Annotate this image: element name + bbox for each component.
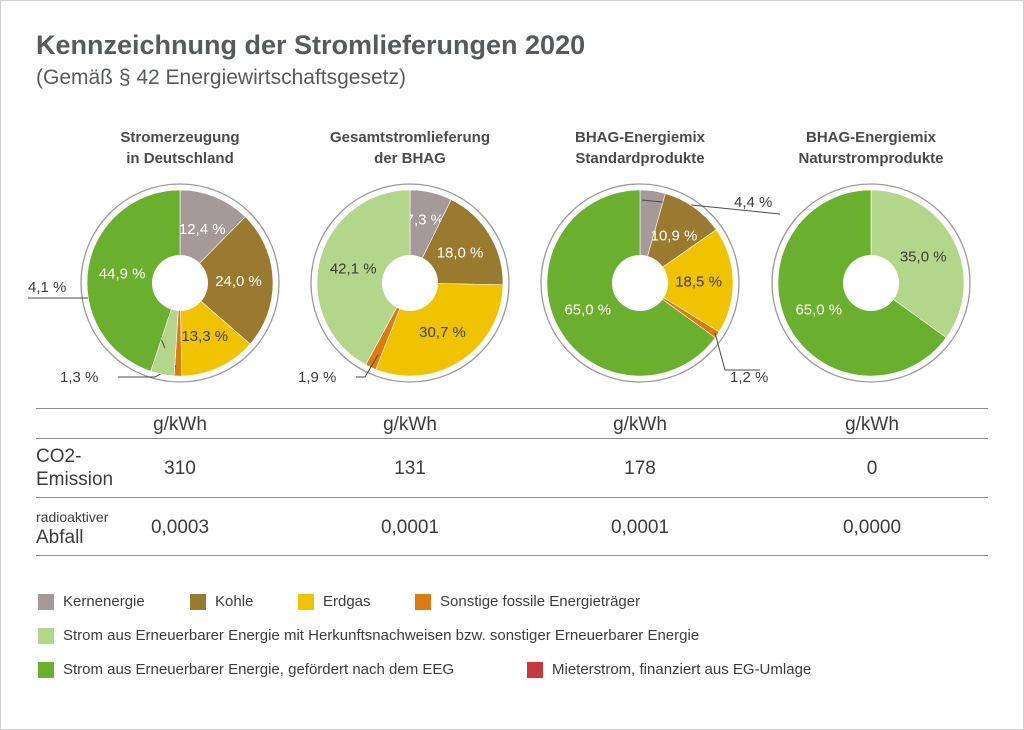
- pie-slice-kernenergie: [179, 189, 246, 284]
- waste-value-4: 0,0000: [842, 517, 902, 538]
- pie-chart-2: Gesamtstromlieferung der BHAG 7,3 % 18,0 % 3…: [298, 129, 510, 386]
- pie-center-hole: [152, 255, 208, 311]
- chart-title-1-line1: Stromerzeugung: [120, 129, 239, 146]
- legend-item-kohle: Kohle: [190, 593, 253, 610]
- unit-header-1: g/kWh: [153, 414, 207, 435]
- pie-charts: Stromerzeugung in Deutschland 12,4 % 24,0 %…: [28, 129, 971, 386]
- co2-value-1: 310: [164, 458, 196, 479]
- leader-line: [356, 354, 379, 378]
- pie-slice-kohle: [409, 199, 504, 286]
- legend-label-erneuerbar-hkn: Strom aus Erneuerbarer Energie mit Herku…: [63, 627, 700, 644]
- slice-label-kohle: 24,0 %: [215, 273, 262, 290]
- leader-line: [714, 332, 760, 371]
- legend-item-mieterstrom: Mieterstrom, finanziert aus EG-Umlage: [527, 661, 811, 678]
- legend-item-erneuerbar-hkn: Strom aus Erneuerbarer Energie mit Herku…: [38, 627, 699, 644]
- slice-label-kohle: 18,0 %: [437, 245, 484, 262]
- slice-label-sonstige: 1,9 %: [298, 369, 336, 386]
- emission-table: g/kWh g/kWh g/kWh g/kWh CO2- Emission 31…: [36, 408, 988, 556]
- pie-center-hole: [843, 255, 899, 311]
- pie-slice-kohle: [179, 216, 274, 345]
- chart-title-4-line2: Naturstromprodukte: [798, 150, 943, 167]
- waste-value-3: 0,0001: [610, 517, 670, 538]
- slice-label-erneuerbareeg: 65,0 %: [564, 302, 611, 319]
- slice-label-erdgas: 13,3 %: [181, 328, 228, 345]
- legend-swatch-erdgas: [298, 593, 314, 610]
- page-title: Kennzeichnung der Stromlieferungen 2020: [36, 30, 586, 60]
- legend-label-erdgas: Erdgas: [323, 593, 371, 610]
- waste-value-1: 0,0003: [150, 517, 210, 538]
- pie-slice-erdgas: [639, 229, 734, 333]
- pie-center-hole: [612, 255, 668, 311]
- legend-label-kohle: Kohle: [215, 593, 254, 610]
- legend-swatch-mieterstrom: [527, 661, 543, 678]
- table-header-line: [36, 438, 988, 439]
- legend-swatch-erneuerbar-hkn: [38, 627, 54, 644]
- waste-label-line2: Abfall: [36, 527, 84, 548]
- legend-label-sonstige: Sonstige fossile Energieträger: [440, 593, 641, 610]
- chart-title-3-line1: BHAG-Energiemix: [575, 129, 706, 146]
- chart-title-3-line2: Standardprodukte: [575, 150, 704, 167]
- co2-row-label: CO2- Emission: [36, 445, 113, 491]
- legend-item-kernenergie: Kernenergie: [38, 593, 145, 610]
- chart-title-4-line1: BHAG-Energiemix: [806, 129, 937, 146]
- pie-slice-erdgas: [179, 282, 251, 377]
- unit-header-2: g/kWh: [383, 414, 437, 435]
- chart-title-1-line2: in Deutschland: [126, 150, 234, 167]
- slice-label-sonstige: 1,3 %: [60, 369, 98, 386]
- co2-label-line2: Emission: [36, 469, 114, 490]
- slice-label-erdgas: 18,5 %: [675, 273, 722, 290]
- chart-title-2-line2: der BHAG: [374, 150, 446, 167]
- slice-label-erneuerbareeg: 65,0 %: [795, 302, 842, 319]
- pie-slice-erneuerbareeg: [86, 189, 181, 372]
- waste-value-2: 0,0001: [380, 517, 440, 538]
- table-bottom-line: [36, 555, 988, 556]
- legend-swatch-kohle: [190, 593, 206, 610]
- pie-slice-erneuerbarhkn: [870, 189, 965, 339]
- legend-label-kernenergie: Kernenergie: [63, 593, 145, 610]
- pie-chart-4: BHAG-Energiemix Naturstromprodukte 35,0 % 6…: [771, 129, 971, 383]
- table-row-line: [36, 497, 988, 498]
- co2-value-2: 131: [394, 458, 426, 479]
- co2-value-4: 0: [866, 458, 878, 479]
- slice-label-erdgas: 30,7 %: [419, 324, 466, 341]
- pie-chart-1: Stromerzeugung in Deutschland 12,4 % 24,0 %…: [28, 129, 280, 386]
- chart-title-2-line1: Gesamtstromlieferung: [330, 129, 490, 146]
- unit-header-4: g/kWh: [845, 414, 899, 435]
- legend-swatch-kernenergie: [38, 593, 54, 610]
- unit-header-3: g/kWh: [613, 414, 667, 435]
- legend-swatch-sonstige: [415, 593, 431, 610]
- page-subtitle: (Gemäß § 42 Energiewirtschaftsgesetz): [36, 66, 406, 89]
- legend-label-mieterstrom: Mieterstrom, finanziert aus EG-Umlage: [552, 661, 812, 678]
- legend-item-erdgas: Erdgas: [298, 593, 371, 610]
- table-top-line: [36, 408, 988, 409]
- slice-label-kernenergie: 7,3 %: [406, 212, 444, 229]
- co2-value-3: 178: [624, 458, 656, 479]
- slice-label-erneuerbarhkn: 4,1 %: [28, 279, 66, 296]
- co2-label-line1: CO2-: [36, 446, 82, 467]
- slice-label-kohle: 10,9 %: [651, 227, 698, 244]
- legend-item-erneuerbar-eeg: Strom aus Erneuerbarer Energie, geförder…: [38, 661, 454, 678]
- pie-center-hole: [382, 255, 438, 311]
- slice-label-kernenergie: 4,4 %: [734, 194, 772, 211]
- legend-item-sonstige: Sonstige fossile Energieträger: [415, 593, 640, 610]
- slice-label-erneuerbarhkn: 35,0 %: [900, 248, 947, 265]
- legend-swatch-erneuerbar-eeg: [38, 661, 54, 678]
- legend-label-erneuerbar-eeg: Strom aus Erneuerbarer Energie, geförder…: [63, 661, 455, 678]
- slice-label-kernenergie: 12,4 %: [179, 221, 226, 238]
- slice-label-erneuerbareeg: 44,9 %: [99, 266, 146, 283]
- slice-label-erneuerbarhkn: 42,1 %: [330, 261, 377, 278]
- pie-slice-erneuerbarhkn: [316, 189, 411, 366]
- waste-row-label: radioaktiver Abfall: [36, 508, 108, 549]
- waste-label-line1: radioaktiver: [36, 509, 109, 525]
- pie-chart-3: BHAG-Energiemix Standardprodukte 4,4 % 10,9…: [540, 129, 781, 386]
- slice-label-sonstige: 1,2 %: [730, 369, 768, 386]
